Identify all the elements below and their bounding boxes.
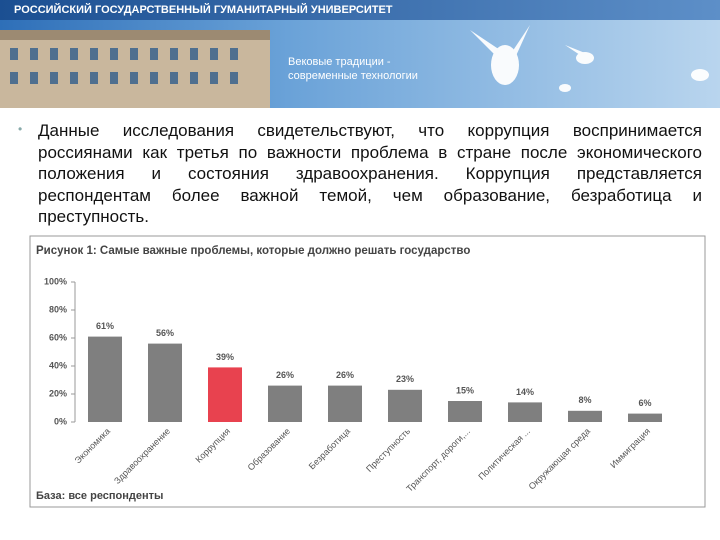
value-label: 56% [156, 328, 174, 338]
y-tick-label: 100% [44, 276, 67, 286]
bar [448, 401, 482, 422]
value-label: 61% [96, 321, 114, 331]
bullet: • [18, 122, 23, 136]
bar [148, 343, 182, 422]
slogan-line: Вековые традиции - [288, 56, 391, 68]
y-tick-label: 60% [49, 332, 67, 342]
bar [268, 385, 302, 422]
building [0, 30, 270, 108]
value-label: 26% [336, 370, 354, 380]
y-tick-label: 80% [49, 304, 67, 314]
bar [388, 389, 422, 422]
footnote: База: все респонденты [36, 490, 163, 502]
value-label: 26% [276, 370, 294, 380]
y-tick-label: 40% [49, 360, 67, 370]
slogan-line: современные технологии [288, 70, 418, 82]
y-tick-label: 20% [49, 388, 67, 398]
bar [328, 385, 362, 422]
value-label: 39% [216, 352, 234, 362]
bar [628, 413, 662, 422]
windows [10, 48, 238, 84]
bar [88, 336, 122, 422]
building-roof [0, 30, 270, 40]
value-label: 6% [638, 398, 651, 408]
slogan: Вековые традиции - современные технологии [288, 55, 418, 83]
chart-title: Рисунок 1: Самые важные проблемы, которы… [36, 245, 471, 257]
value-label: 23% [396, 374, 414, 384]
value-label: 15% [456, 385, 474, 395]
chart-frame [29, 235, 706, 508]
value-label: 14% [516, 387, 534, 397]
header-art [0, 25, 709, 108]
y-tick-label: 0% [54, 416, 67, 426]
bar [568, 410, 602, 422]
bar [208, 367, 242, 422]
value-label: 8% [578, 395, 591, 405]
chart-title-box: Рисунок 1: Самые важные проблемы, которы… [36, 245, 471, 257]
doves [470, 25, 709, 92]
university-name: РОССИЙСКИЙ ГОСУДАРСТВЕННЫЙ ГУМАНИТАРНЫЙ … [0, 0, 720, 20]
bar [508, 402, 542, 422]
paragraph: Данные исследования свидетельствуют, что… [38, 121, 702, 226]
header: РОССИЙСКИЙ ГОСУДАРСТВЕННЫЙ ГУМАНИТАРНЫЙ … [0, 0, 720, 108]
